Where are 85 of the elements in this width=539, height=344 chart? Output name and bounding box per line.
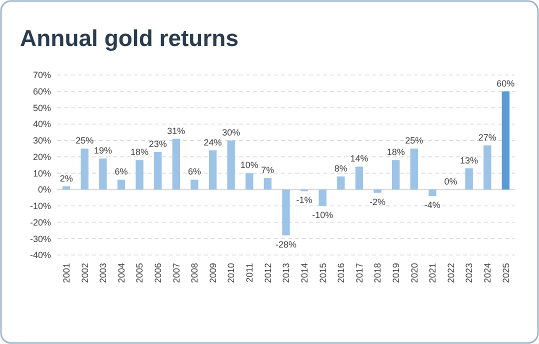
bar	[264, 178, 272, 190]
data-label: -1%	[296, 195, 312, 206]
y-tick-label: -40%	[30, 250, 51, 260]
x-tick-label: 2018	[372, 263, 383, 284]
y-tick-label: 20%	[32, 152, 51, 162]
data-label: 31%	[167, 126, 186, 136]
data-label: 10%	[240, 160, 258, 170]
x-tick-label: 2008	[190, 263, 200, 284]
x-tick-label: 2009	[208, 263, 218, 284]
data-label: -4%	[424, 200, 440, 210]
y-tick-label: 60%	[32, 86, 51, 97]
data-label: 25%	[76, 136, 94, 146]
data-label: 24%	[204, 137, 222, 148]
bar	[484, 145, 492, 190]
bar	[355, 166, 364, 190]
bar	[282, 190, 290, 236]
data-label: 19%	[94, 145, 112, 156]
data-label: -2%	[370, 196, 386, 207]
data-label: 18%	[130, 147, 149, 158]
x-tick-label: 2022	[446, 263, 456, 284]
y-tick-label: 70%	[32, 70, 51, 80]
bar	[392, 160, 400, 190]
x-tick-label: 2023	[464, 263, 474, 284]
y-tick-label: 10%	[32, 168, 51, 178]
data-label: 25%	[405, 136, 424, 146]
bar	[136, 160, 144, 190]
y-tick-label: 40%	[32, 119, 51, 130]
y-tick-label: 50%	[32, 102, 51, 113]
y-tick-label: -10%	[30, 201, 51, 212]
x-tick-label: 2014	[299, 263, 310, 284]
x-tick-label: 2015	[318, 263, 328, 284]
bar	[154, 152, 162, 190]
data-label: 6%	[114, 166, 128, 177]
y-tick-label: -20%	[30, 217, 51, 228]
y-tick-label: 0%	[38, 184, 51, 195]
bar	[246, 173, 254, 190]
bar	[465, 168, 473, 190]
x-tick-label: 2004	[116, 263, 126, 284]
data-label: 7%	[261, 165, 274, 176]
chart-title: Annual gold returns	[20, 25, 238, 51]
x-tick-label: 2011	[244, 263, 255, 282]
bar	[190, 180, 198, 190]
data-label: 2%	[60, 173, 73, 184]
x-tick-label: 2002	[80, 263, 90, 284]
x-tick-label: 2003	[98, 263, 108, 284]
data-label: -28%	[275, 239, 297, 250]
bar	[374, 190, 382, 193]
bar	[428, 190, 436, 196]
data-label: 18%	[386, 147, 405, 158]
x-tick-label: 2021	[428, 263, 438, 284]
data-label: 60%	[496, 78, 515, 88]
bar	[172, 138, 180, 190]
bar	[99, 158, 107, 190]
data-label: 30%	[222, 127, 240, 138]
bar	[208, 150, 217, 190]
x-tick-label: 2001	[61, 263, 72, 284]
bar	[227, 140, 235, 190]
data-label: 23%	[148, 138, 167, 149]
x-tick-label: 2005	[134, 263, 145, 284]
x-tick-label: 2010	[226, 263, 236, 284]
data-label: 27%	[478, 132, 496, 142]
data-label: 6%	[188, 166, 201, 177]
data-label: 14%	[350, 154, 368, 164]
data-label: 13%	[460, 155, 478, 166]
x-tick-label: 2017	[354, 263, 364, 284]
data-label: 0%	[444, 176, 458, 187]
data-label: -10%	[312, 210, 334, 220]
x-tick-label: 2006	[153, 263, 164, 284]
x-tick-label: 2013	[281, 263, 292, 284]
x-tick-label: 2025	[500, 263, 511, 284]
bar	[80, 148, 88, 190]
bar	[410, 148, 418, 190]
bar	[117, 180, 126, 190]
x-tick-label: 2019	[390, 263, 401, 284]
x-tick-label: 2016	[336, 263, 346, 284]
x-tick-label: 2020	[409, 263, 420, 284]
x-tick-label: 2007	[171, 263, 182, 284]
x-tick-label: 2012	[262, 263, 273, 284]
bar	[318, 190, 326, 206]
y-tick-label: 30%	[32, 136, 51, 146]
data-label: 8%	[334, 163, 348, 174]
bar	[337, 176, 345, 190]
x-tick-label: 2024	[482, 263, 493, 284]
bar	[502, 91, 510, 190]
y-tick-label: -30%	[30, 234, 51, 244]
